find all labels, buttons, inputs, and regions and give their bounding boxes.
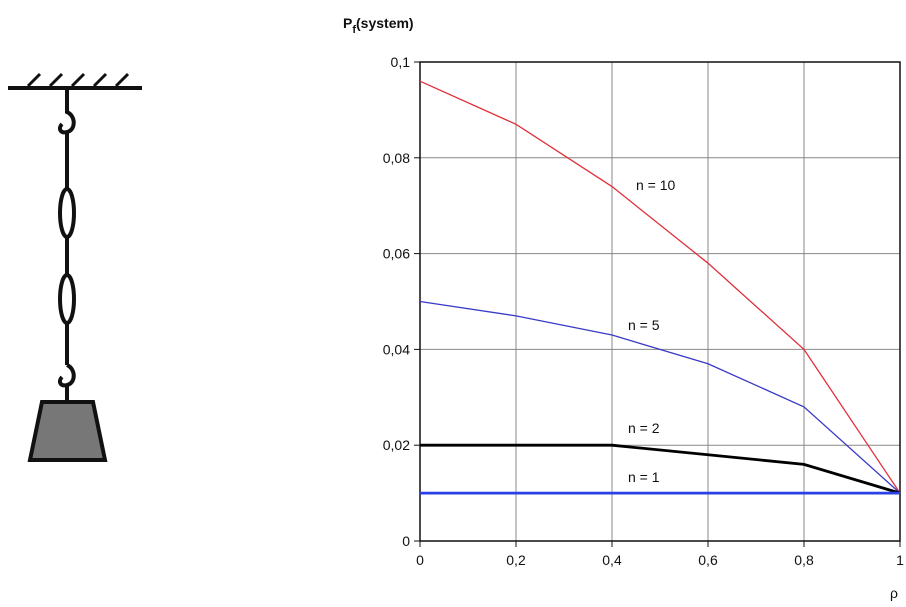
y-tick-label: 0,04 [383, 341, 410, 357]
y-tick-label: 0,1 [391, 54, 411, 70]
x-tick-label: 0,6 [698, 552, 718, 568]
series-line [419, 80, 901, 494]
hook-top [57, 90, 76, 135]
x-tick-label: 0,8 [794, 552, 814, 568]
weight [27, 400, 108, 462]
y-tick-label: 0,08 [383, 150, 410, 166]
y-tick-label: 0,02 [383, 437, 410, 453]
series-label: n = 10 [636, 177, 676, 193]
series-label: n = 5 [628, 317, 660, 333]
chain-link [58, 273, 76, 325]
series-label: n = 1 [628, 469, 660, 485]
y-label-text: (system) [356, 15, 414, 31]
plot-frame [419, 61, 901, 542]
x-axis-label: ρ [890, 585, 898, 601]
chain-link [58, 187, 76, 239]
x-tick-label: 0,2 [506, 552, 526, 568]
y-tick-label: 0 [402, 533, 410, 549]
ceiling-hatch [26, 72, 130, 88]
chain-diagram [8, 72, 142, 462]
series-line [420, 443, 901, 495]
y-tick-label: 0,06 [383, 246, 410, 262]
series-line [419, 300, 901, 494]
x-tick-label: 0,4 [602, 552, 622, 568]
series-label: n = 2 [628, 420, 660, 436]
hook-bottom [57, 363, 76, 402]
x-tick-label: 0 [416, 552, 424, 568]
y-label-subscript: f [352, 24, 356, 36]
x-tick-label: 1 [896, 552, 904, 568]
y-axis-label: Pf(system) [343, 15, 414, 36]
y-label-symbol: P [343, 15, 352, 31]
